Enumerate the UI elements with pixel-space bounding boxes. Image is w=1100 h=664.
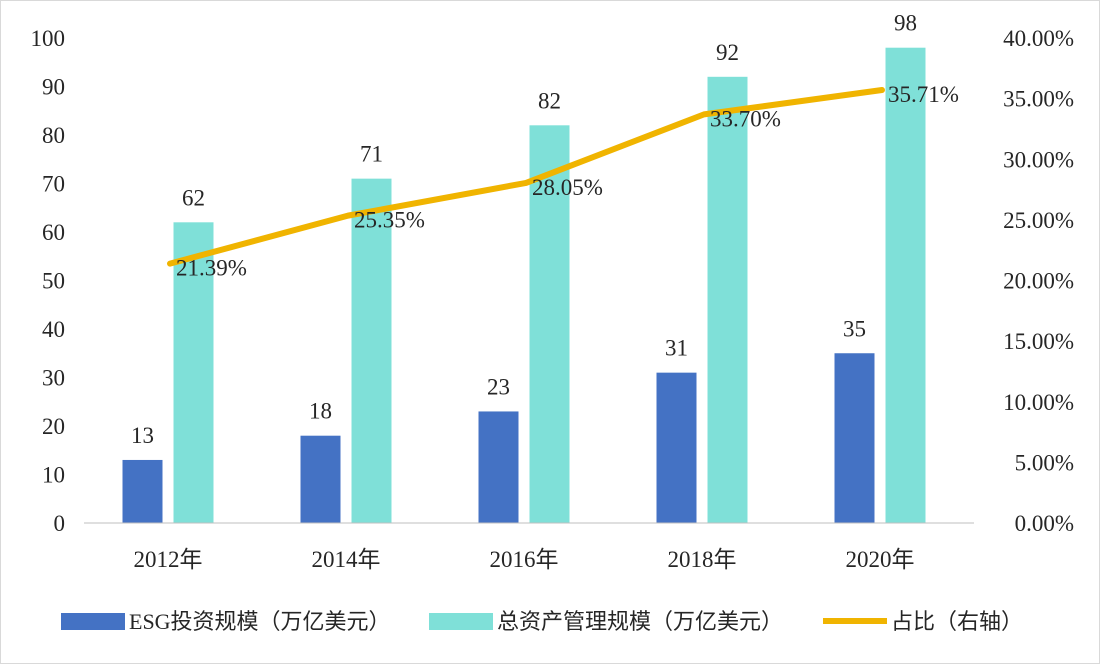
y-left-tick-label: 60 xyxy=(42,220,65,245)
y-axis-right: 0.00% 5.00% 10.00% 15.00% 20.00% 25.00% 30.00%… xyxy=(1003,26,1074,536)
share-value-label: 25.35% xyxy=(354,208,425,233)
esg-bar xyxy=(122,459,163,523)
esg-bar xyxy=(656,372,697,523)
x-tick-label: 2020年 xyxy=(846,547,915,572)
legend-swatch-aum xyxy=(429,613,493,630)
y-right-tick-label: 10.00% xyxy=(1003,390,1074,415)
legend-label-aum: 总资产管理规模（万亿美元） xyxy=(497,609,783,634)
x-axis: 2012年 2014年 2016年 2018年 2020年 xyxy=(84,522,974,572)
y-left-tick-label: 40 xyxy=(42,317,65,342)
y-axis-left: 0 10 20 30 40 50 60 70 80 90 100 xyxy=(31,26,66,536)
esg-bar-value-label: 18 xyxy=(309,399,332,424)
y-right-tick-label: 35.00% xyxy=(1003,87,1074,112)
aum-bar-value-label: 98 xyxy=(894,11,917,36)
esg-bar-value-label: 13 xyxy=(131,423,154,448)
y-left-tick-label: 30 xyxy=(42,366,65,391)
y-left-tick-label: 90 xyxy=(42,75,65,100)
x-tick-label: 2016年 xyxy=(490,547,559,572)
y-left-tick-label: 50 xyxy=(42,269,65,294)
y-left-tick-label: 20 xyxy=(42,414,65,439)
legend-swatch-esg xyxy=(61,613,125,630)
aum-bar-value-label: 62 xyxy=(182,185,205,210)
aum-bar xyxy=(707,76,748,524)
legend-label-esg: ESG投资规模（万亿美元） xyxy=(129,609,391,634)
legend-label-share: 占比（右轴） xyxy=(891,609,1023,634)
y-right-tick-label: 20.00% xyxy=(1003,269,1074,294)
esg-bar xyxy=(834,353,875,523)
esg-bar xyxy=(300,435,341,523)
esg-bar-value-label: 35 xyxy=(843,316,866,341)
y-right-tick-label: 40.00% xyxy=(1003,26,1074,51)
bar-series xyxy=(122,47,926,524)
share-value-label: 21.39% xyxy=(176,256,247,281)
aum-bar xyxy=(173,222,214,524)
y-left-tick-label: 70 xyxy=(42,172,65,197)
y-right-tick-label: 0.00% xyxy=(1015,511,1074,536)
y-right-tick-label: 5.00% xyxy=(1015,450,1074,475)
y-left-tick-label: 80 xyxy=(42,123,65,148)
share-value-label: 33.70% xyxy=(710,106,781,131)
esg-bar-value-label: 31 xyxy=(665,336,688,361)
aum-bar-value-label: 92 xyxy=(716,40,739,65)
aum-bar-value-label: 82 xyxy=(538,88,561,113)
data-labels: 13 18 23 31 35 62 71 82 92 98 21.39% 25.35% 28.05% 33… xyxy=(131,11,959,448)
line-series xyxy=(167,87,885,267)
y-left-tick-label: 100 xyxy=(31,26,66,51)
aum-bar xyxy=(351,178,392,523)
x-tick-label: 2012年 xyxy=(134,547,203,572)
aum-bar-value-label: 71 xyxy=(360,142,383,167)
aum-bar xyxy=(529,125,570,524)
aum-bar xyxy=(885,47,926,523)
y-right-tick-label: 15.00% xyxy=(1003,329,1074,354)
esg-bar xyxy=(478,411,519,523)
x-tick-label: 2014年 xyxy=(312,547,381,572)
legend: ESG投资规模（万亿美元） 总资产管理规模（万亿美元） 占比（右轴） xyxy=(61,609,1023,634)
y-left-tick-label: 0 xyxy=(54,511,66,536)
esg-bar-value-label: 23 xyxy=(487,374,510,399)
y-right-tick-label: 25.00% xyxy=(1003,208,1074,233)
share-value-label: 28.05% xyxy=(532,175,603,200)
y-left-tick-label: 10 xyxy=(42,463,65,488)
y-right-tick-label: 30.00% xyxy=(1003,147,1074,172)
share-value-label: 35.71% xyxy=(888,82,959,107)
x-tick-label: 2018年 xyxy=(668,547,737,572)
